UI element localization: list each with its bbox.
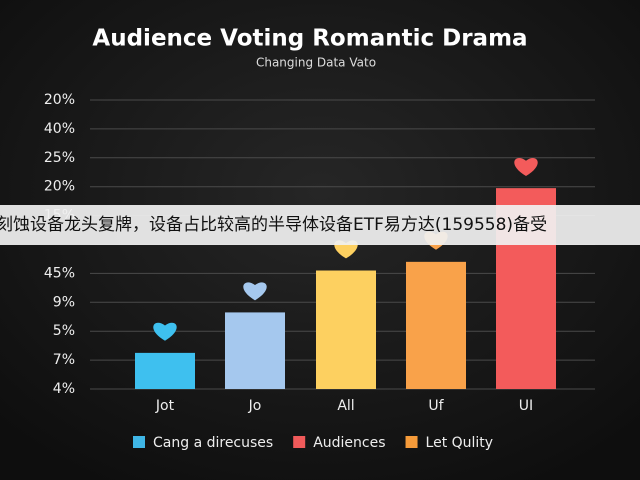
bar [225,312,285,389]
y-axis-label: 9% [53,294,75,310]
legend-label: Audiences [313,435,385,451]
legend-label: Cang a direcuses [153,435,273,451]
legend-swatch [133,436,145,448]
x-tick-label: Jot [155,398,175,414]
y-axis-label: 45% [44,265,75,281]
heart-icon [243,282,267,301]
legend-swatch [293,436,306,448]
y-axis-label: 7% [53,352,75,368]
legend-label: Let Qulity [426,435,494,451]
bar [135,352,195,389]
x-tick-label: Jo [248,398,262,414]
legend-swatch [405,436,418,448]
chart-subtitle: Changing Data Vato [256,56,376,70]
y-axis-label: 4% [53,381,75,397]
heart-icon [514,158,538,177]
heart-icon [153,322,177,341]
y-axis-label: 20% [44,179,75,195]
y-axis-label: 40% [44,121,75,137]
bar [406,261,466,389]
news-banner: 刻蚀设备龙头复牌，设备占比较高的半导体设备ETF易方达(159558)备受 [0,205,640,245]
y-axis-label: 20% [44,92,75,108]
chart-title: Audience Voting Romantic Drama [92,26,527,52]
x-tick-label: All [337,398,354,414]
x-tick-label: UI [519,398,533,414]
bar [316,270,376,389]
y-axis-label: 25% [44,150,75,166]
y-axis-label: 5% [53,323,75,339]
x-tick-label: Uf [428,398,444,414]
